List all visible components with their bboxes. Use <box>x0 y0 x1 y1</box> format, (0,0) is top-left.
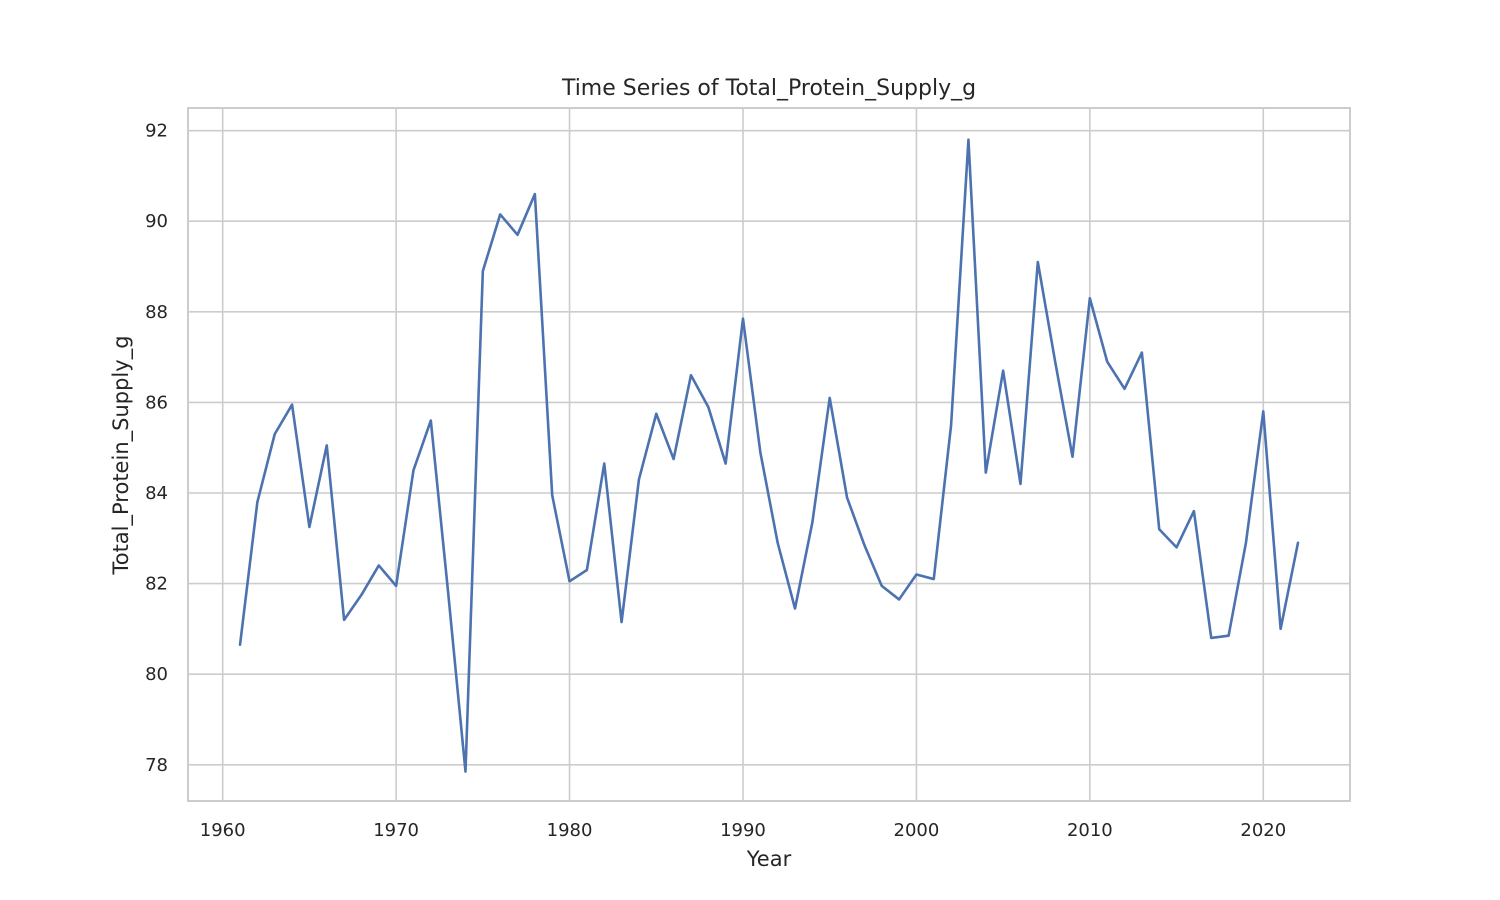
y-tick-labels: 78 80 82 84 86 88 90 92 <box>145 121 168 776</box>
chart-title: Time Series of Total_Protein_Supply_g <box>561 76 976 101</box>
series-line-0 <box>238 138 1300 773</box>
x-tick-label: 1970 <box>373 820 419 841</box>
plot-frame <box>187 107 1351 802</box>
y-tick-label: 80 <box>145 664 168 685</box>
x-tick-label: 2000 <box>894 820 940 841</box>
y-tick-label: 82 <box>145 574 168 595</box>
y-tick-label: 90 <box>145 211 168 232</box>
x-tick-label: 1990 <box>720 820 766 841</box>
y-tick-label: 86 <box>145 392 168 413</box>
y-tick-label: 92 <box>145 121 168 142</box>
y-tick-label: 78 <box>145 755 168 776</box>
x-tick-label: 2020 <box>1240 820 1286 841</box>
y-tick-label: 84 <box>145 483 168 504</box>
x-tick-label: 1980 <box>547 820 593 841</box>
series-layer <box>238 138 1300 773</box>
x-tick-label: 2010 <box>1067 820 1113 841</box>
x-tick-label: 1960 <box>200 820 246 841</box>
x-axis-title: Year <box>746 847 792 871</box>
y-tick-label: 88 <box>145 302 168 323</box>
x-tick-labels: 1960 1970 1980 1990 2000 2010 2020 <box>200 820 1286 841</box>
y-axis-title: Total_Protein_Supply_g <box>109 335 134 575</box>
